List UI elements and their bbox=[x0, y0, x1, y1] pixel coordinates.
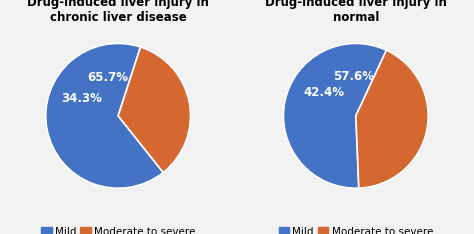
Title: Drug-induced liver injury in
normal: Drug-induced liver injury in normal bbox=[265, 0, 447, 24]
Text: 57.6%: 57.6% bbox=[333, 69, 374, 83]
Text: 42.4%: 42.4% bbox=[303, 86, 344, 99]
Wedge shape bbox=[356, 50, 428, 188]
Legend: Mild, Moderate to severe: Mild, Moderate to severe bbox=[37, 223, 200, 234]
Wedge shape bbox=[46, 44, 163, 188]
Text: 65.7%: 65.7% bbox=[87, 71, 128, 84]
Wedge shape bbox=[118, 47, 191, 172]
Legend: Mild, Moderate to severe: Mild, Moderate to severe bbox=[274, 223, 437, 234]
Text: 34.3%: 34.3% bbox=[62, 92, 102, 105]
Title: Drug-induced liver injury in
chronic liver disease: Drug-induced liver injury in chronic liv… bbox=[27, 0, 209, 24]
Wedge shape bbox=[283, 44, 386, 188]
